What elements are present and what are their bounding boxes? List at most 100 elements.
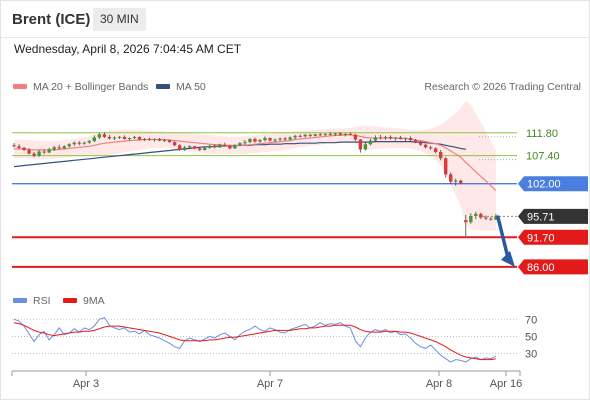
candle-body [348, 133, 353, 135]
candle [464, 214, 468, 237]
candle-body [127, 137, 132, 140]
candle [273, 138, 277, 143]
candle [298, 134, 302, 138]
candle-body [333, 133, 337, 135]
candle-body [37, 151, 41, 156]
candle [182, 145, 187, 151]
candle [348, 132, 353, 136]
candle [32, 152, 36, 158]
candle [67, 143, 71, 148]
candle [303, 133, 307, 138]
main-legend: MA 20 + Bollinger Bands MA 50 Research ©… [13, 81, 581, 93]
candle-body [383, 136, 388, 138]
candle [203, 146, 207, 151]
candle-body [303, 134, 307, 137]
candle [137, 136, 142, 141]
candle [127, 137, 132, 141]
candle [92, 135, 97, 143]
candle [258, 139, 262, 143]
candle-body [454, 180, 458, 182]
candle [228, 144, 232, 150]
candle-body [223, 144, 227, 146]
candle-body [489, 218, 493, 220]
candle-body [203, 147, 207, 150]
candle-body [393, 137, 398, 139]
candle-body [263, 137, 267, 141]
candle-body [32, 153, 36, 156]
candle [388, 135, 393, 140]
candle [87, 140, 91, 144]
candle-body [182, 147, 187, 150]
candle [213, 144, 217, 149]
candle [449, 172, 453, 185]
candle [172, 141, 177, 147]
forecast-arrow [496, 215, 515, 267]
rsi-panel: 70 50 30 [12, 314, 537, 363]
candle [218, 143, 222, 148]
candle-body [428, 147, 433, 149]
level-107-40-label: 107.40 [526, 151, 560, 163]
forecast-arrow-head [501, 250, 515, 267]
candle-body [157, 139, 162, 141]
candle [318, 132, 322, 136]
candle-body [464, 220, 468, 223]
candle [162, 139, 167, 143]
candle [278, 137, 282, 142]
candle-body [47, 149, 51, 153]
candle-body [363, 144, 368, 150]
time-tick-label: Apr 3 [73, 378, 99, 390]
candle-body [439, 152, 443, 159]
candle-body [318, 134, 322, 136]
candle-body [57, 147, 61, 149]
bollinger-band-fill [14, 100, 496, 231]
candle [489, 216, 493, 221]
candle [107, 134, 112, 140]
candle-body [27, 149, 31, 154]
candle [253, 137, 257, 143]
candle-body [423, 144, 428, 148]
candle-body [459, 180, 463, 184]
candle [208, 144, 212, 149]
forecast-arrow-shaft [496, 215, 510, 260]
candle [177, 144, 182, 151]
candle-body [474, 213, 478, 216]
level-91-70-tag [518, 229, 588, 245]
candle [444, 157, 448, 178]
candle-body [313, 134, 317, 136]
time-tick-label: Apr 7 [257, 378, 283, 390]
candle [333, 132, 337, 136]
candle [418, 141, 423, 146]
candle [313, 133, 317, 137]
candle-body [378, 137, 383, 139]
candle-body [248, 139, 252, 143]
timeframe-badge[interactable]: 30 MIN [93, 8, 146, 31]
candle-body [72, 142, 76, 145]
time-axis: Apr 3 Apr 7 Apr 8 Apr 16 [11, 371, 522, 390]
candle [62, 145, 66, 150]
candle [484, 215, 488, 221]
candle-body [92, 137, 97, 142]
level-102-00-tag [518, 176, 588, 192]
candle [474, 211, 478, 220]
candle [17, 144, 21, 149]
candle [363, 142, 368, 151]
candle-body [82, 142, 86, 144]
candle [157, 137, 162, 142]
candle-body [152, 139, 157, 141]
candle-body [218, 144, 222, 148]
candle [403, 137, 408, 142]
candle-body [122, 136, 127, 140]
candle [459, 179, 463, 185]
candle-body [77, 142, 81, 144]
candle [132, 135, 137, 140]
candle-body [484, 217, 488, 219]
candle [77, 141, 81, 146]
candle-body [328, 133, 332, 135]
candle-body [142, 139, 147, 141]
candle-body [243, 142, 247, 144]
candle [42, 149, 46, 155]
candle-body [398, 137, 403, 140]
level-95-71-label: 95.71 [527, 211, 555, 223]
candle-body [408, 137, 413, 141]
ma50-legend-label: MA 50 [176, 81, 206, 93]
